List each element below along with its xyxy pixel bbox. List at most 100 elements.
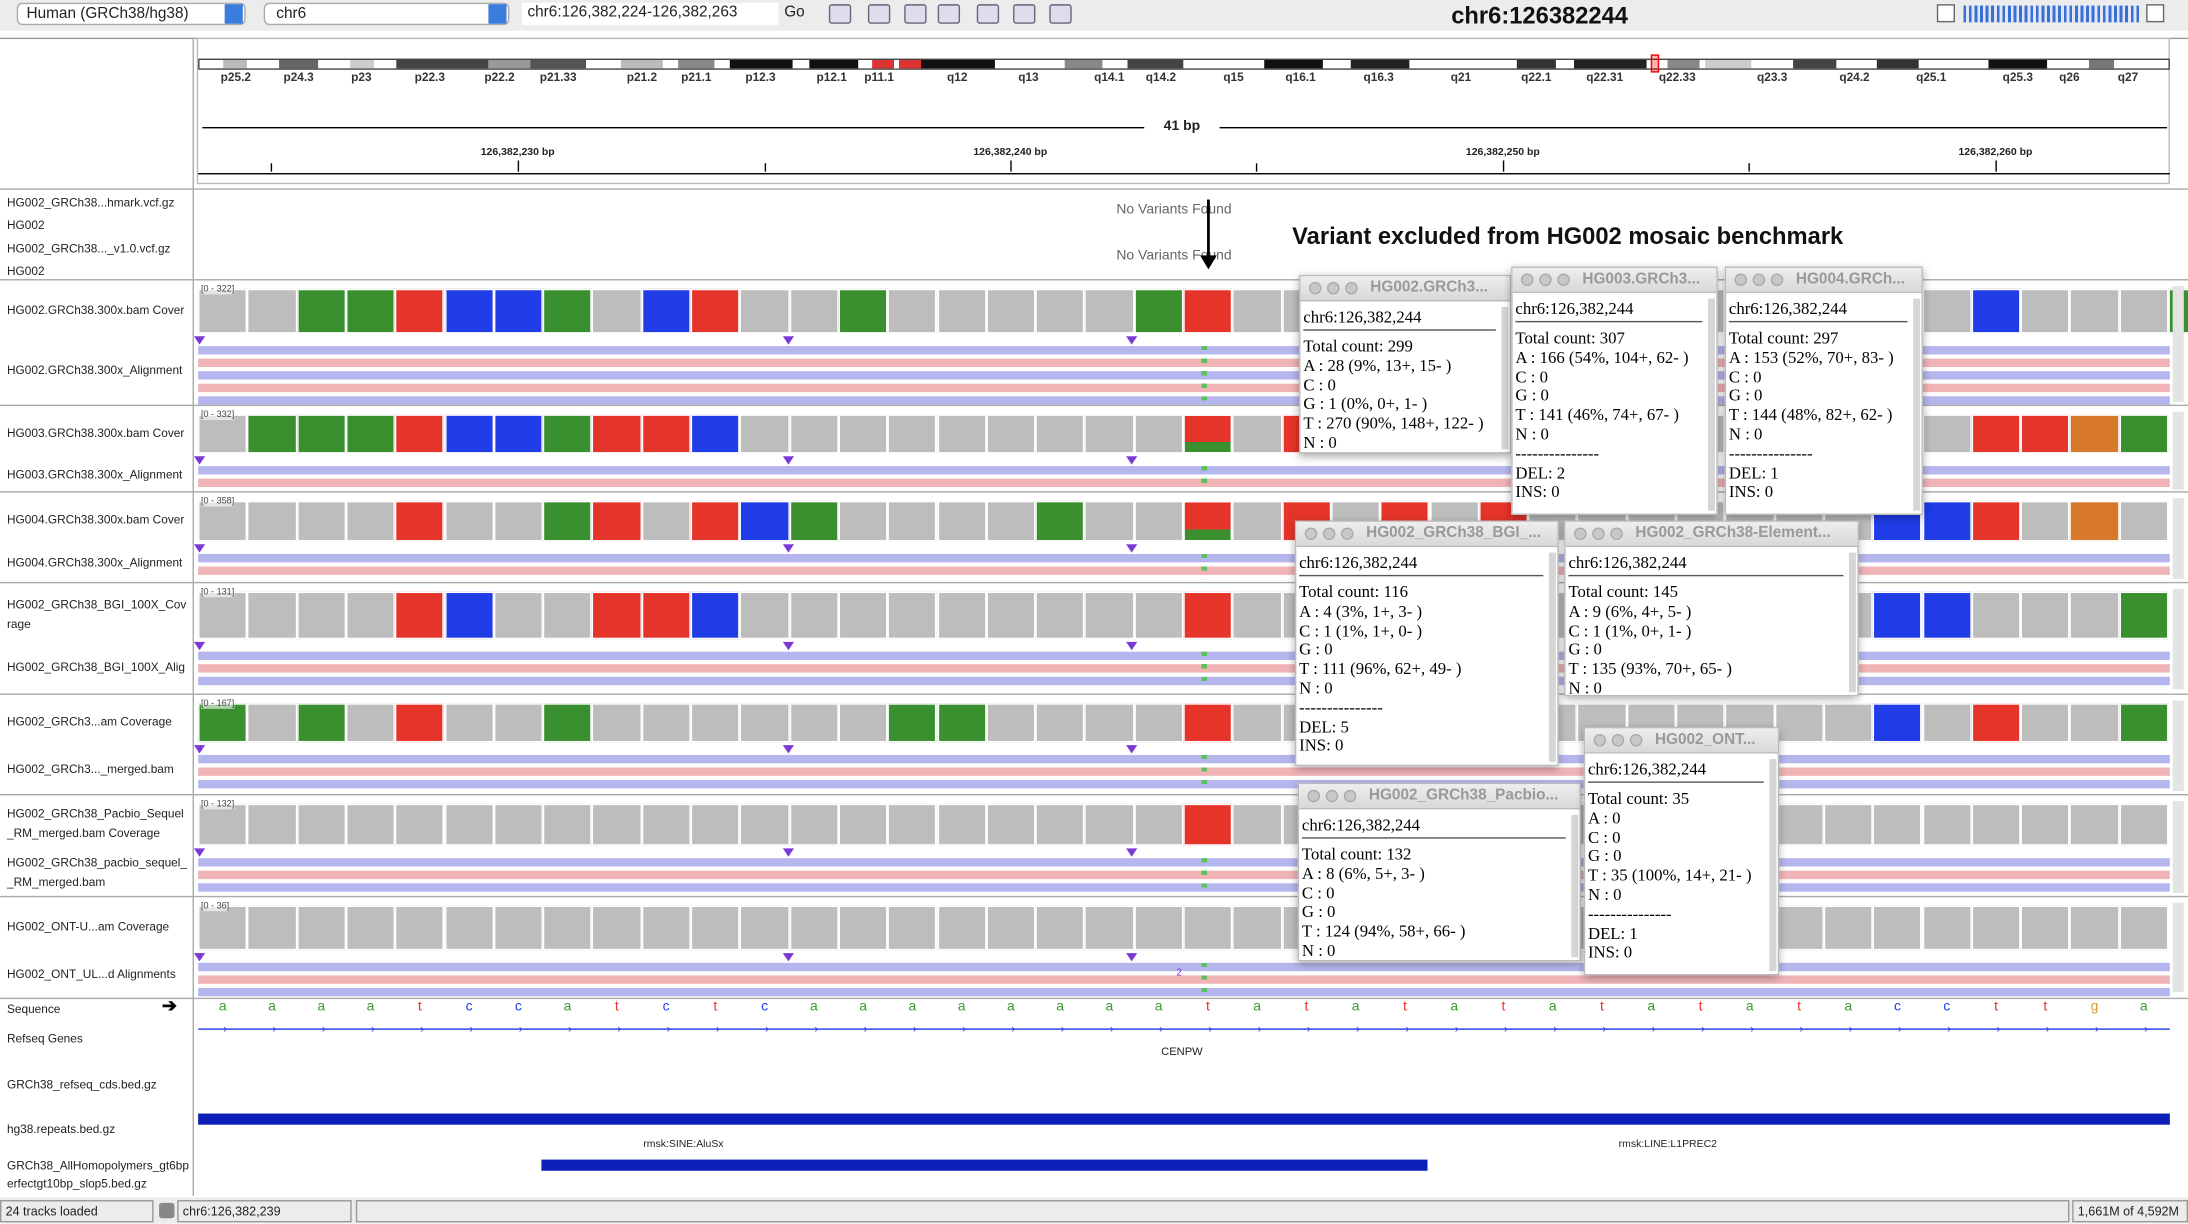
coverage-bar <box>1183 414 1233 454</box>
locus-box[interactable]: chr6:126,382,224-126,382,263 <box>521 2 779 26</box>
popup-locus: chr6:126,382,244 <box>1303 306 1422 327</box>
annotation-arrow <box>1207 199 1210 259</box>
toolbar-icon[interactable] <box>937 4 961 24</box>
window-button[interactable] <box>1574 527 1587 541</box>
window-button[interactable] <box>1592 527 1605 541</box>
ideogram-band <box>1988 60 2048 69</box>
status-memory: 1,661M of 4,592M <box>2072 1200 2188 1223</box>
window-button[interactable] <box>1734 273 1748 287</box>
window-button[interactable] <box>1340 527 1354 541</box>
popup-line: G : 0 <box>1568 639 1602 660</box>
data-range: [0 - 358] <box>200 496 235 507</box>
read <box>198 858 2170 867</box>
ideogram-band <box>1574 60 1647 69</box>
band-label: q15 <box>1223 69 1244 84</box>
popup-line: --------------- <box>1515 443 1600 463</box>
popup-line: --------------- <box>1728 443 1813 463</box>
popup-line: T : 270 (90%, 148+, 122- ) <box>1303 413 1484 433</box>
scrollbar <box>2172 411 2184 490</box>
toolbar-icon[interactable] <box>904 4 927 24</box>
coverage-bar <box>395 905 445 951</box>
coverage-bar <box>247 414 297 454</box>
track-name: Refseq Genes <box>6 1031 83 1046</box>
zoom-in[interactable] <box>2146 4 2165 23</box>
popup-window: HG002.GRCh3... chr6:126,382,244 Total coun… <box>1299 274 1512 454</box>
window-button[interactable] <box>1345 281 1358 295</box>
variant-track-name: HG002 <box>6 217 45 232</box>
base: a <box>957 999 966 1015</box>
gene-chevron: › <box>1503 1022 1508 1036</box>
window-button[interactable] <box>1770 273 1784 287</box>
window-button[interactable] <box>1327 281 1340 295</box>
gene-chevron: › <box>2095 1022 2099 1036</box>
select-arrow <box>224 4 243 24</box>
window-button[interactable] <box>1308 281 1322 295</box>
coverage-bar <box>1134 288 1184 334</box>
gene-chevron: › <box>912 1022 917 1036</box>
base: a <box>2139 999 2148 1015</box>
band-label: p22.3 <box>414 69 445 84</box>
chromosome-select[interactable]: chr6 <box>263 2 510 26</box>
track-name: rage <box>6 616 31 631</box>
window-button[interactable] <box>1520 273 1534 287</box>
base: a <box>366 999 375 1015</box>
window-button[interactable] <box>1304 527 1318 541</box>
zoom-out[interactable] <box>1936 4 1955 23</box>
base: a <box>1007 999 1015 1015</box>
coverage-bar <box>296 803 346 846</box>
popup-titlebar: HG004.GRCh... <box>1726 267 1922 294</box>
go-button[interactable]: Go <box>784 4 805 21</box>
coverage-bar <box>1134 500 1184 542</box>
coverage-bar <box>2119 288 2169 334</box>
data-range: [0 - 131] <box>200 587 235 598</box>
genome-select[interactable]: Human (GRCh38/hg38) <box>16 2 246 26</box>
window-button[interactable] <box>1539 273 1552 287</box>
toolbar-icon[interactable] <box>1049 4 1072 24</box>
coverage-bar <box>395 288 445 334</box>
read <box>198 371 2170 380</box>
gene-chevron: › <box>1848 1022 1853 1036</box>
read <box>198 975 2170 984</box>
read <box>198 962 2170 972</box>
base: t <box>1402 999 1407 1015</box>
window-button[interactable] <box>1593 733 1607 747</box>
popup-line: INS: 0 <box>1515 481 1560 502</box>
coverage-bar <box>690 288 740 334</box>
coverage-bar <box>395 500 445 542</box>
coverage-bar <box>1971 591 2021 640</box>
band-label: p21.2 <box>626 69 658 84</box>
read <box>198 651 2170 661</box>
ruler-tick-label: 126,382,250 bp <box>1465 145 1540 158</box>
ideogram-band <box>920 60 995 69</box>
popup-titlebar: HG002_GRCh38-Element... <box>1565 521 1858 548</box>
toolbar-icon[interactable] <box>1013 4 1036 24</box>
window-button[interactable] <box>1752 273 1766 287</box>
coverage-bar <box>247 500 297 542</box>
coverage-bar <box>1084 591 1135 640</box>
toolbar-icon[interactable] <box>976 4 1000 24</box>
popup-titlebar: HG002_GRCh38_Pacbio... <box>1299 784 1580 810</box>
window-button[interactable] <box>1322 527 1336 541</box>
window-button[interactable] <box>1557 273 1570 287</box>
insertion-marker <box>193 456 206 465</box>
popup-line: C : 0 <box>1515 366 1548 386</box>
popup-line: N : 0 <box>1587 884 1622 905</box>
popup-line: --------------- <box>1299 697 1383 717</box>
coverage-bar <box>592 500 642 542</box>
window-button[interactable] <box>1343 789 1357 803</box>
window-button[interactable] <box>1610 527 1623 541</box>
border <box>0 581 2188 584</box>
window-button[interactable] <box>1325 789 1339 803</box>
coverage-bar <box>2069 500 2120 542</box>
toolbar-icon[interactable] <box>828 4 852 24</box>
window-button[interactable] <box>1611 733 1625 747</box>
coverage-bar <box>2020 500 2070 542</box>
window-button[interactable] <box>1307 789 1321 803</box>
base: g <box>2090 999 2099 1015</box>
window-button[interactable] <box>1629 733 1643 747</box>
border <box>0 895 2188 898</box>
toolbar-icon[interactable] <box>867 4 891 24</box>
coverage-bar <box>1922 288 1972 334</box>
base: c <box>662 999 670 1015</box>
